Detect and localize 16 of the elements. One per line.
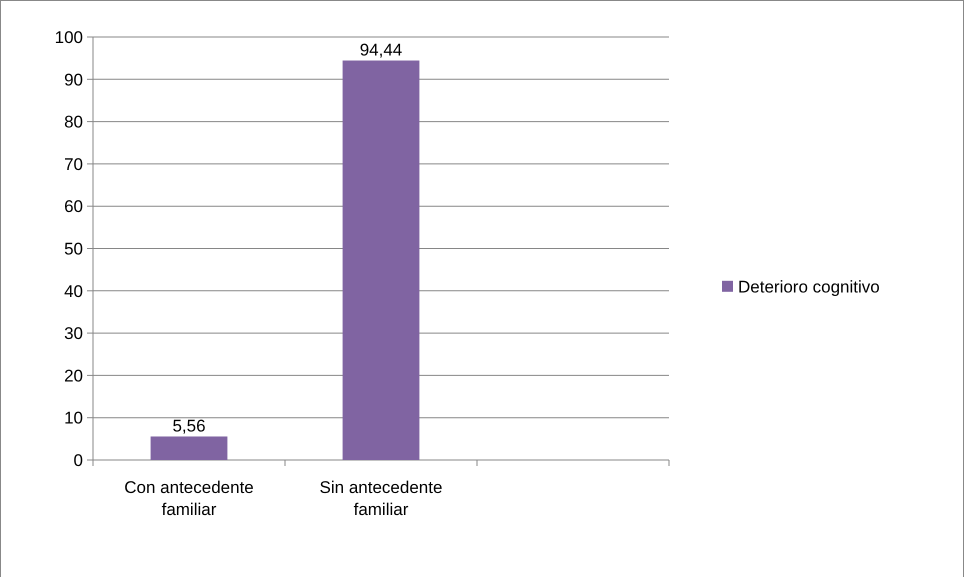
x-tick-label: Sin antecedente familiar — [320, 478, 442, 519]
y-tick-label: 60 — [64, 197, 83, 216]
data-label: 5,56 — [172, 416, 206, 436]
y-tick-label: 80 — [64, 112, 83, 132]
y-tick-label: 0 — [74, 450, 83, 470]
data-label: 94,44 — [360, 40, 402, 60]
y-tick-label: 10 — [64, 408, 83, 428]
y-tick-label: 40 — [64, 282, 83, 301]
x-tick-label: Con antecedente familiar — [124, 478, 254, 519]
y-tick-label: 30 — [64, 324, 83, 344]
y-tick-label: 50 — [64, 239, 83, 258]
legend-label: Deterioro cognitivo — [738, 277, 880, 296]
y-tick-label: 100 — [54, 28, 83, 47]
y-tick-label: 20 — [64, 366, 83, 386]
y-tick-label: 70 — [64, 154, 83, 174]
y-tick-label: 90 — [64, 70, 83, 90]
